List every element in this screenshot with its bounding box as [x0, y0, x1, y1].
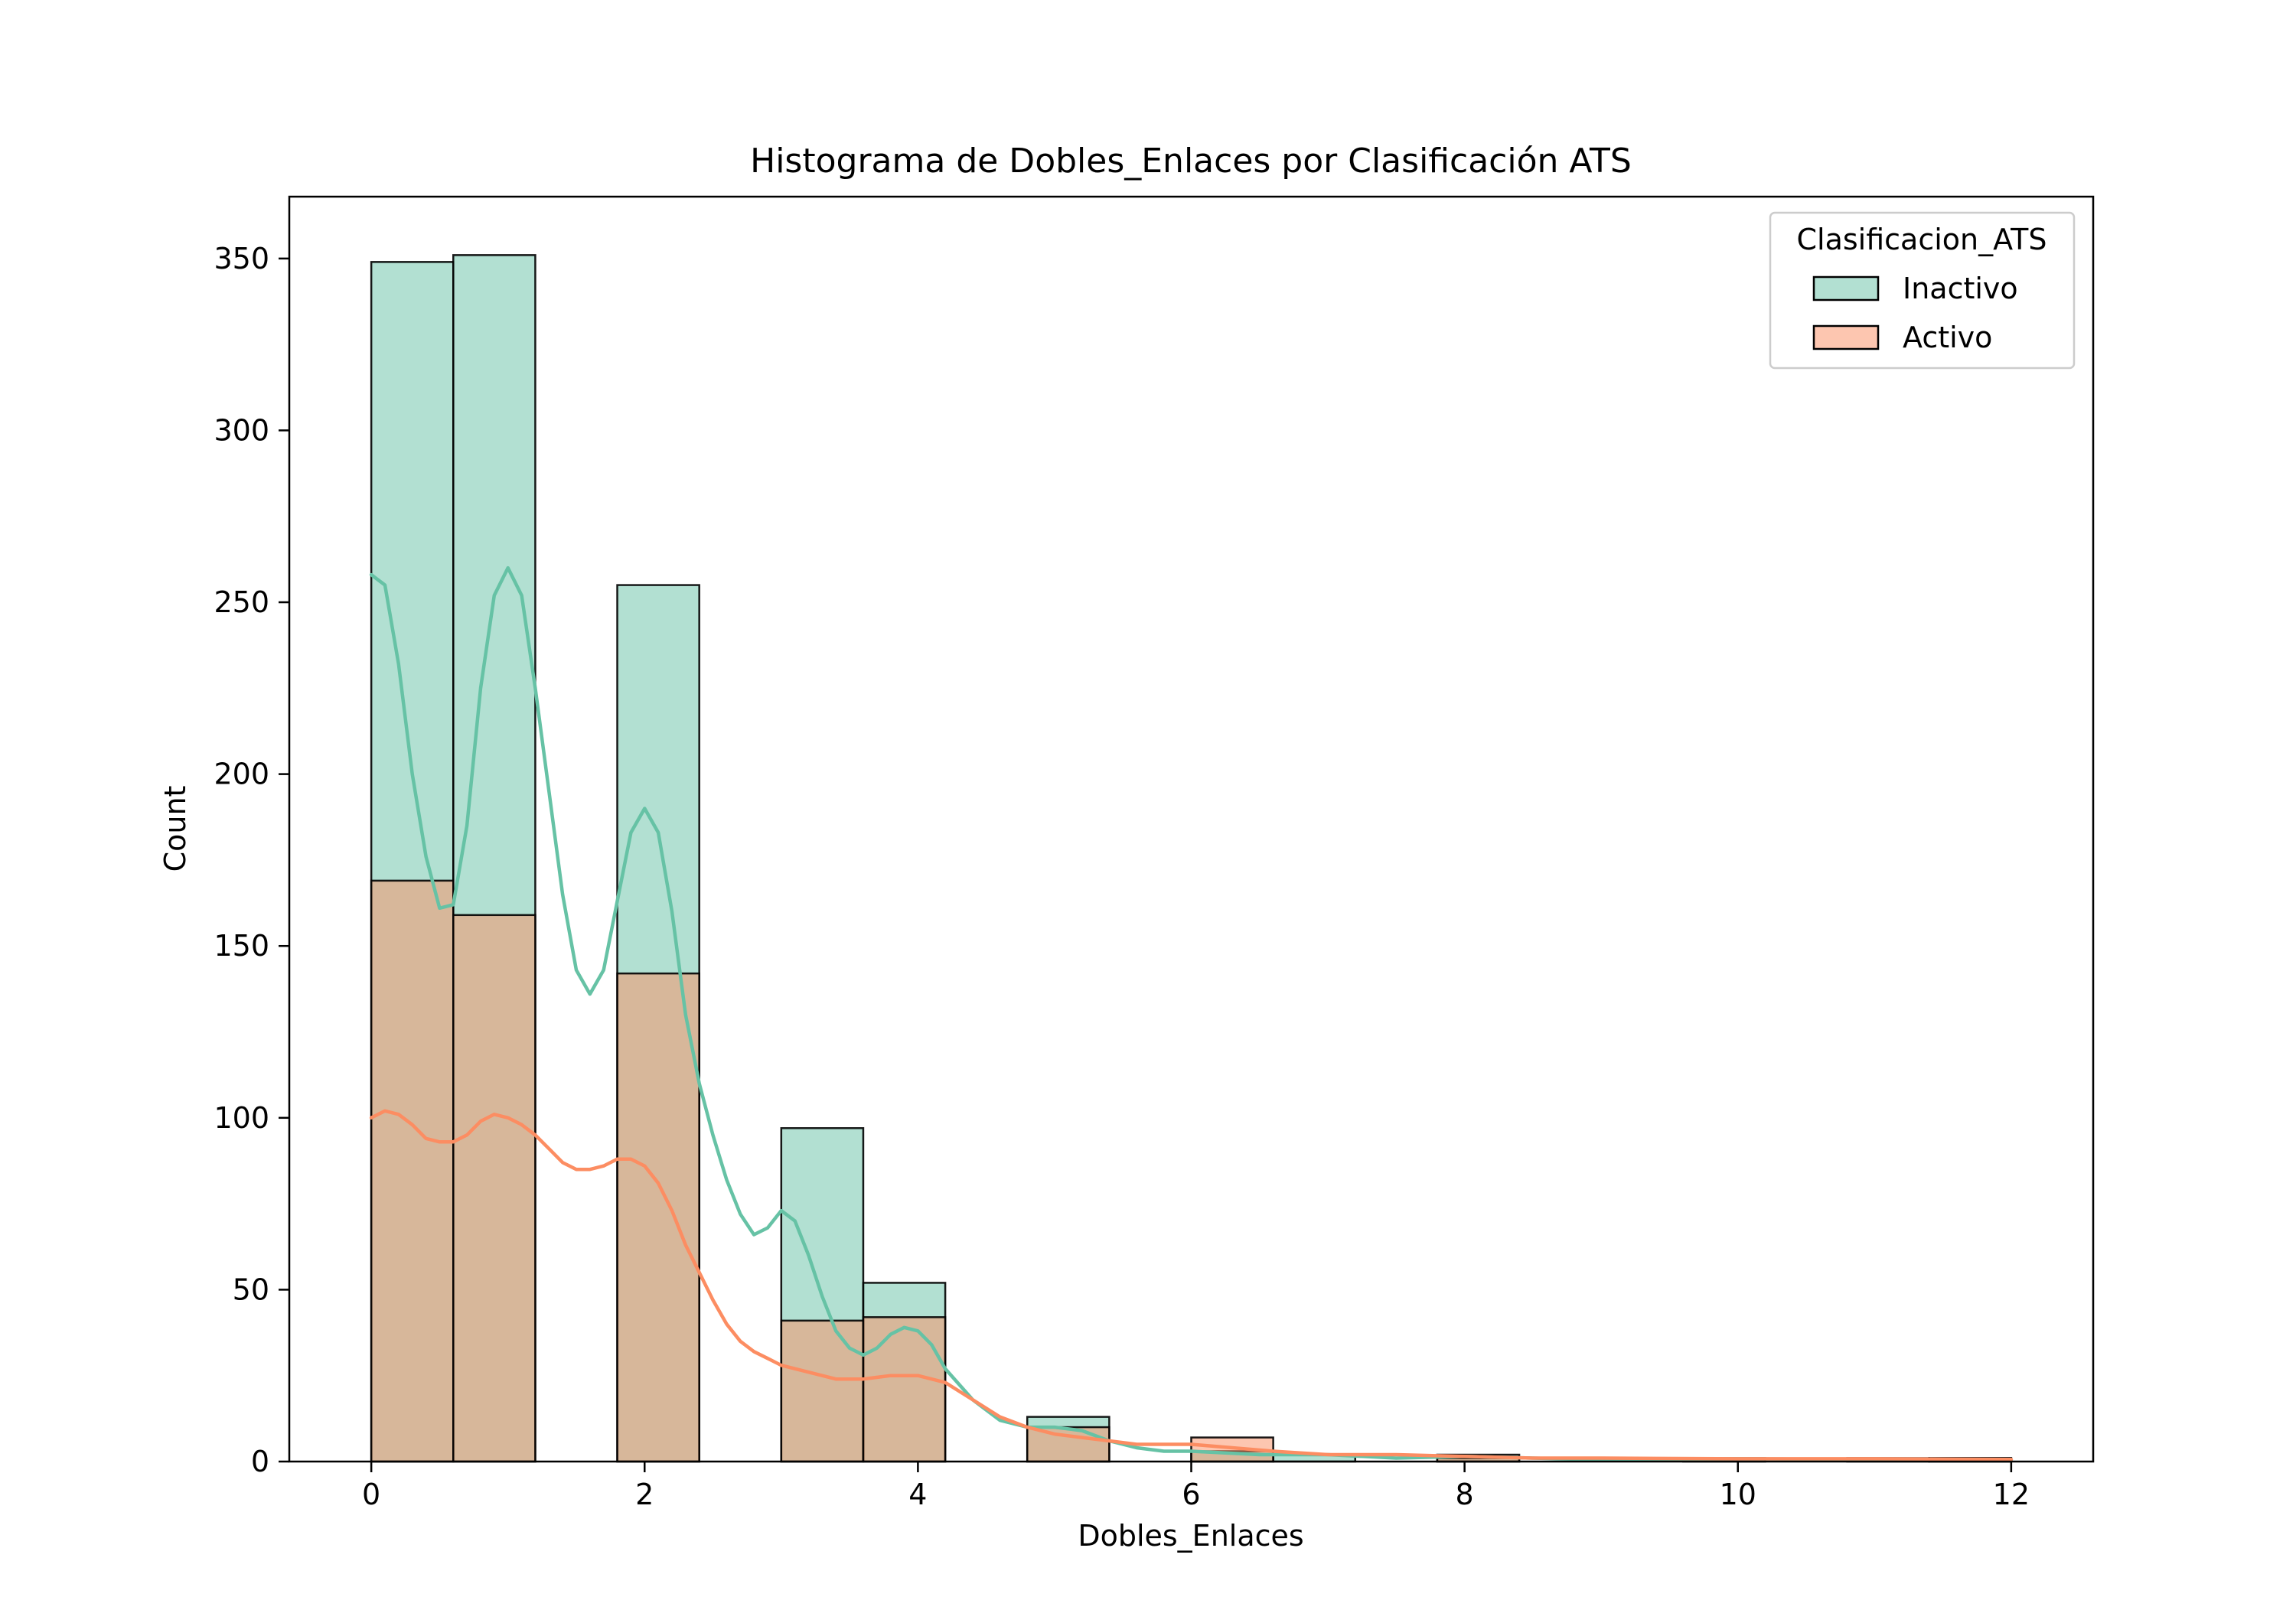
plot-frame [288, 195, 2095, 1463]
kde-line-inactivo [369, 565, 2014, 1462]
x-tick-label: 2 [635, 1478, 654, 1511]
x-tick-label: 4 [908, 1478, 927, 1511]
bar-activo-4 [862, 1316, 947, 1463]
x-tick-label: 10 [1720, 1478, 1756, 1511]
legend-swatch-inactivo [1812, 275, 1880, 301]
x-axis-label: Dobles_Enlaces [1078, 1519, 1303, 1553]
y-tick-label: 300 [214, 413, 269, 447]
y-axis-ticks: 0 50 100 150 200 250 300 350 [214, 242, 289, 1478]
kde-lines [369, 565, 2014, 1462]
legend-label-inactivo: Inactivo [1903, 272, 2018, 305]
chart-title: Histograma de Dobles_Enlaces por Clasifi… [750, 142, 1632, 181]
legend-title: Clasificacion_ATS [1796, 223, 2047, 256]
legend-swatch-activo [1812, 324, 1880, 350]
y-tick-label: 350 [214, 242, 269, 275]
y-tick-label: 0 [251, 1445, 269, 1478]
x-tick-label: 0 [362, 1478, 380, 1511]
y-tick-label: 50 [233, 1273, 269, 1306]
y-tick-label: 250 [214, 585, 269, 619]
y-tick-label: 150 [214, 929, 269, 963]
bar-activo-2 [616, 972, 700, 1463]
legend-label-activo: Activo [1903, 321, 1992, 354]
kde-line-activo [369, 1109, 2014, 1462]
plot-area [369, 254, 2014, 1463]
series-activo-bars [370, 879, 2013, 1463]
x-tick-label: 6 [1182, 1478, 1200, 1511]
x-axis-ticks: 0 2 4 6 8 10 12 [362, 1462, 2030, 1511]
legend: Clasificacion_ATS Inactivo Activo [1769, 211, 2076, 370]
bar-activo-5 [1026, 1426, 1110, 1463]
y-axis-label: Count [158, 786, 192, 872]
y-tick-label: 100 [214, 1101, 269, 1135]
y-tick-label: 200 [214, 758, 269, 791]
x-tick-label: 8 [1456, 1478, 1474, 1511]
bar-activo-0 [370, 879, 455, 1463]
bar-activo-1 [452, 914, 536, 1463]
x-tick-label: 12 [1993, 1478, 2030, 1511]
bar-activo-3 [780, 1319, 865, 1463]
